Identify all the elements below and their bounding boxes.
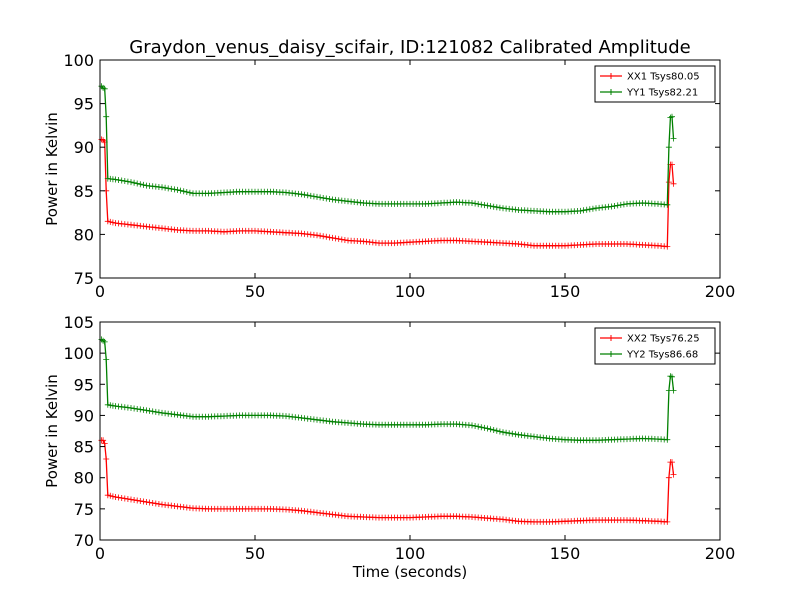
chart-bottom: 0 50 100 150 200 70 75 80 85 90 95 100 105 Power in K…: [43, 313, 735, 581]
figure-title: Graydon_venus_daisy_scifair, ID:121082 C…: [129, 37, 690, 58]
x-tick-label: 200: [705, 282, 736, 301]
y-tick-label: 90: [74, 406, 94, 425]
series-yy2: [98, 336, 677, 444]
series-markers: [98, 437, 677, 525]
x-tick-label: 200: [705, 544, 736, 563]
x-tick-label: 50: [245, 544, 265, 563]
legend: XX2 Tsys76.25 YY2 Tsys86.68: [594, 327, 716, 365]
x-tick-label: 150: [550, 544, 581, 563]
x-axis-label: Time (seconds): [352, 563, 468, 581]
legend-label: YY1 Tsys82.21: [626, 88, 698, 99]
y-tick-label: 85: [74, 438, 94, 457]
series-markers: [98, 136, 677, 250]
series-markers: [98, 336, 677, 444]
legend-marker: [608, 73, 614, 79]
series-yy1: [98, 83, 677, 215]
y-tick-label: 75: [74, 269, 94, 288]
y-tick-label: 95: [74, 375, 94, 394]
legend-box: [594, 327, 716, 365]
y-tick-label: 100: [63, 344, 94, 363]
x-tick-label: 100: [395, 544, 426, 563]
legend-box: [594, 65, 716, 103]
y-tick-label: 95: [74, 95, 94, 114]
legend: XX1 Tsys80.05 YY1 Tsys82.21: [594, 65, 716, 103]
x-tick-label: 0: [95, 282, 105, 301]
series-xx1: [98, 136, 677, 250]
legend-label: XX2 Tsys76.25: [627, 334, 700, 345]
series-markers: [98, 83, 677, 215]
y-axis-label: Power in Kelvin: [43, 112, 61, 226]
y-tick-label: 90: [74, 138, 94, 157]
legend-marker: [608, 351, 614, 357]
y-axis-label: Power in Kelvin: [43, 374, 61, 488]
legend-label: YY2 Tsys86.68: [626, 350, 698, 361]
y-tick-label: 70: [74, 531, 94, 550]
y-tick-label: 105: [63, 313, 94, 332]
legend-marker: [608, 335, 614, 341]
legend-label: XX1 Tsys80.05: [627, 72, 700, 83]
x-tick-label: 50: [245, 282, 265, 301]
y-tick-label: 80: [74, 225, 94, 244]
chart-top: 0 50 100 150 200 75 80 85 90 95 100 Power in Kelvin…: [43, 51, 735, 301]
x-tick-label: 100: [395, 282, 426, 301]
y-tick-label: 85: [74, 182, 94, 201]
series-xx2: [98, 437, 677, 525]
y-tick-label: 100: [63, 51, 94, 70]
legend-marker: [608, 89, 614, 95]
y-tick-label: 80: [74, 469, 94, 488]
x-tick-label: 150: [550, 282, 581, 301]
y-tick-label: 75: [74, 500, 94, 519]
x-tick-label: 0: [95, 544, 105, 563]
